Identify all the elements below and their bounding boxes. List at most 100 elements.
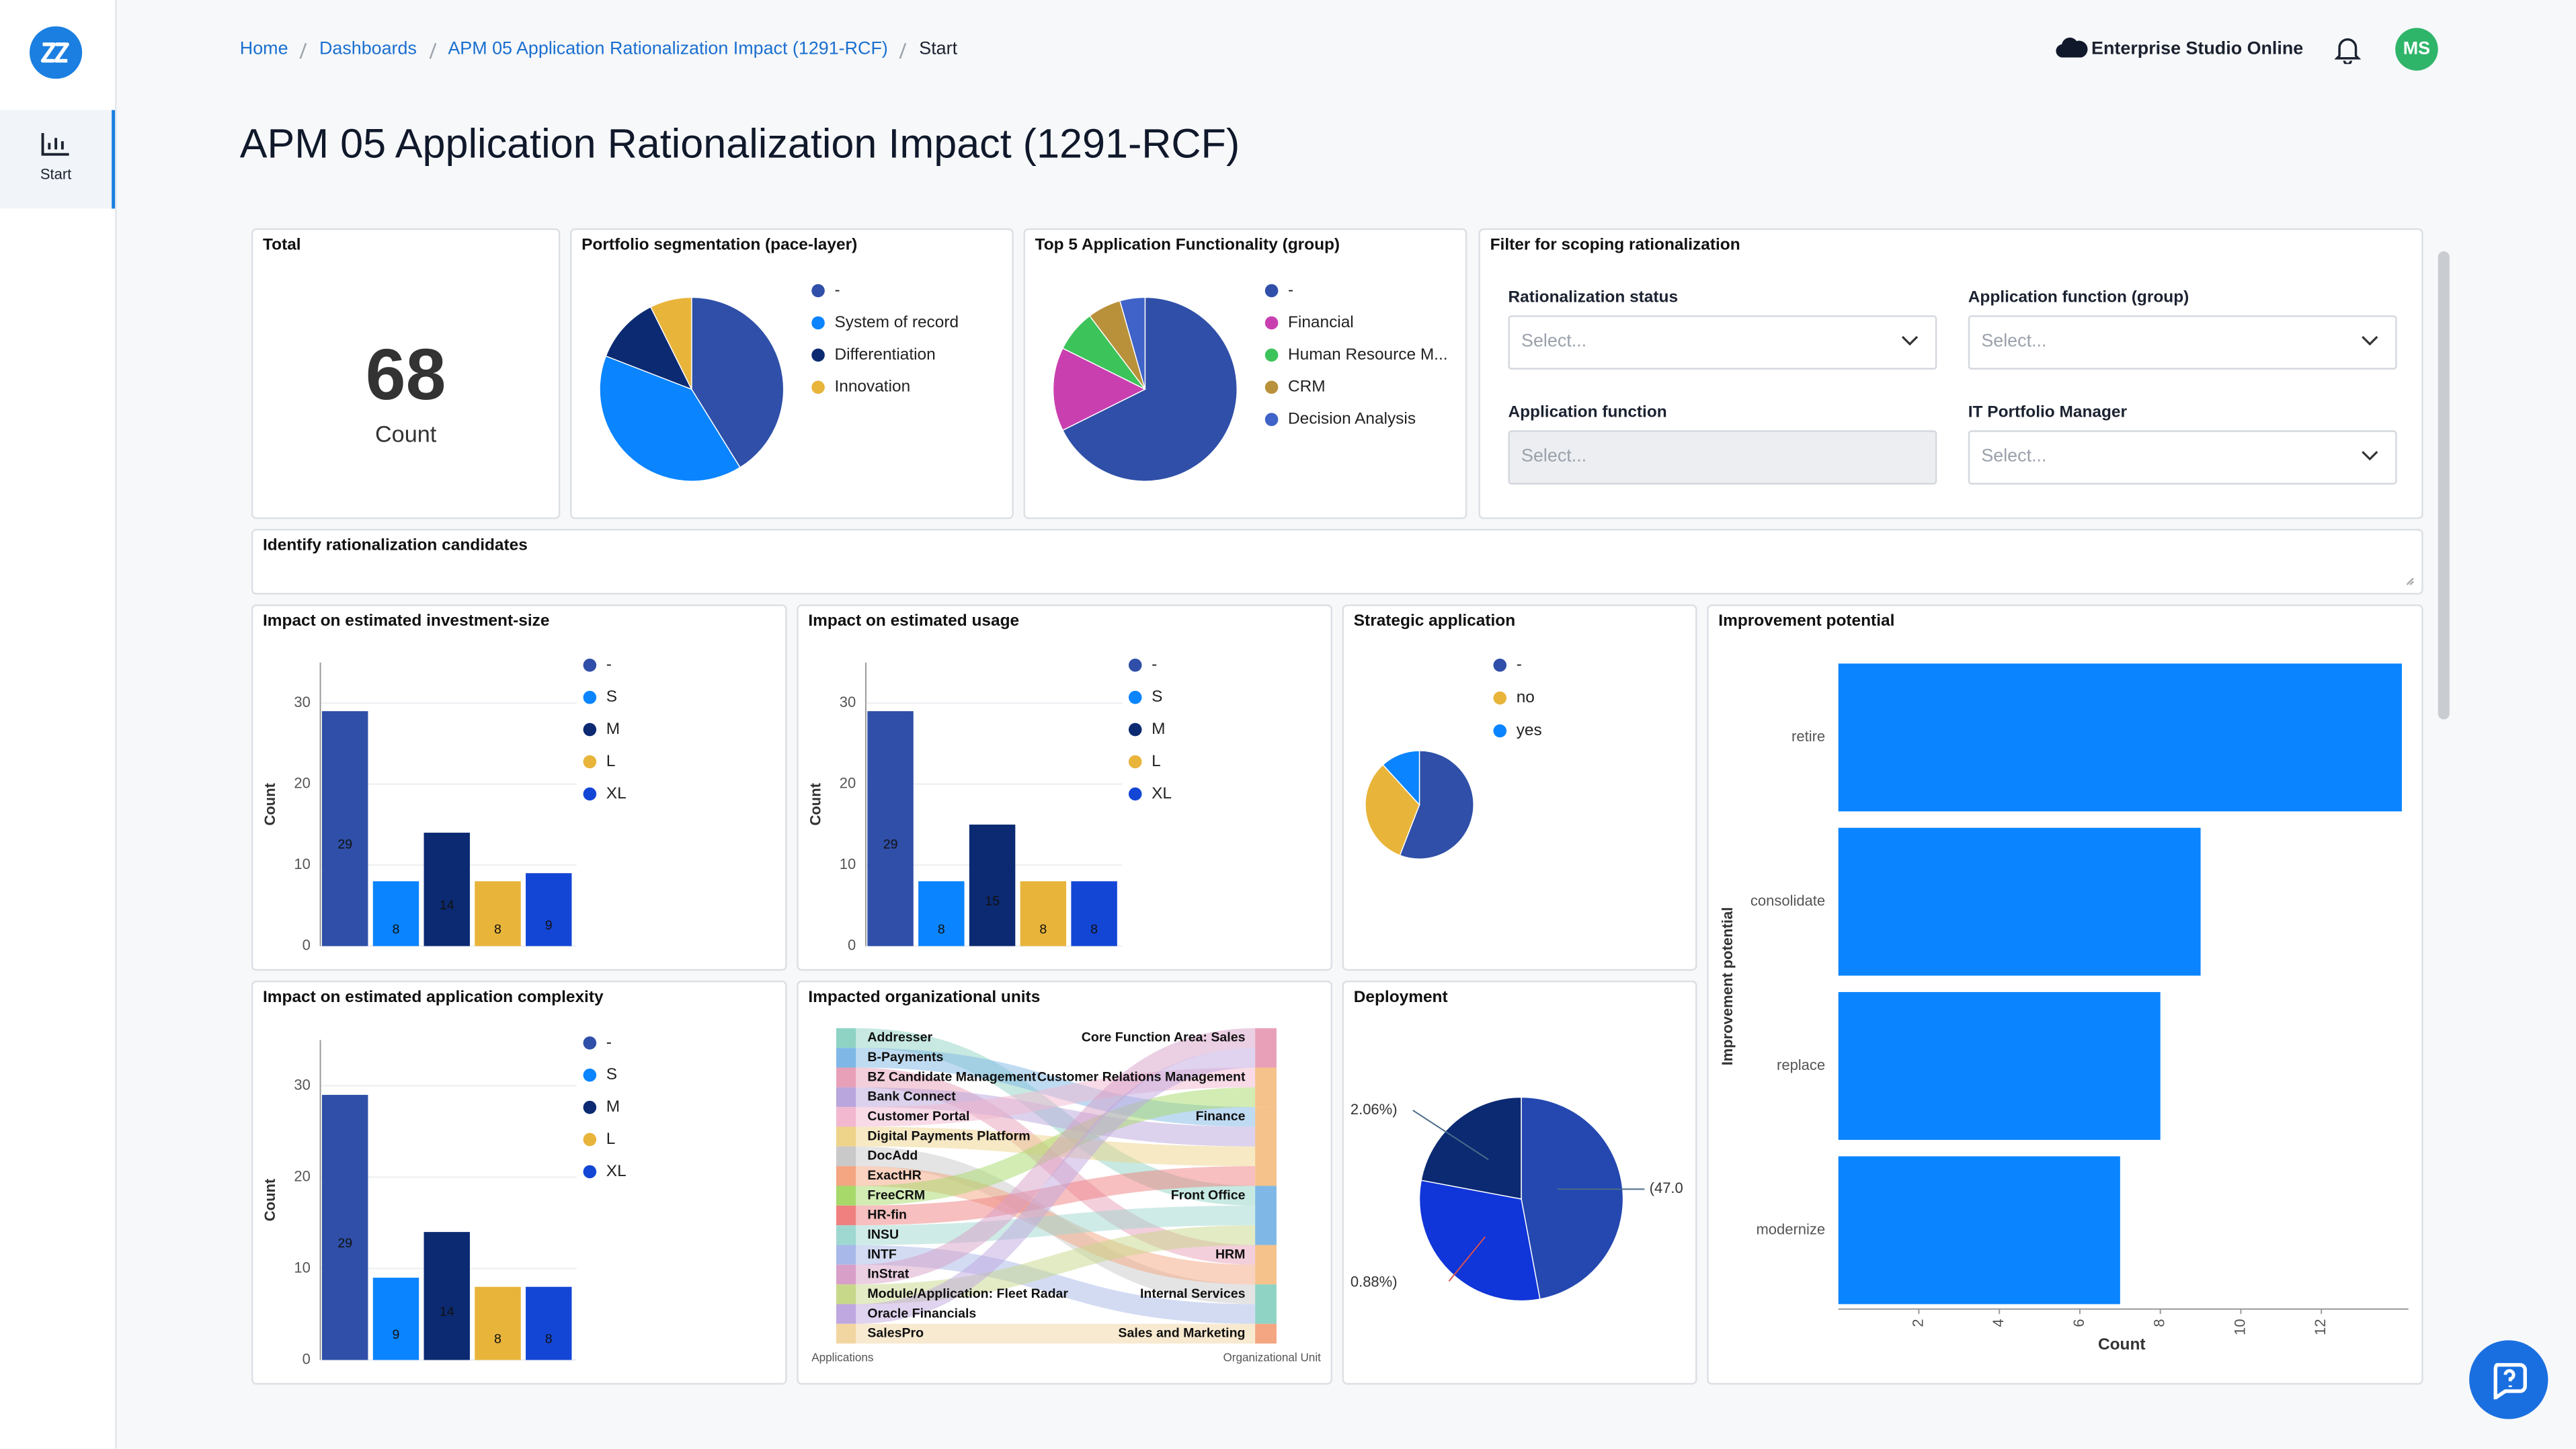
breadcrumb-link[interactable]: APM 05 Application Rationalization Impac… [448,39,888,59]
bar [1071,881,1117,946]
chevron [2362,335,2378,346]
field-label: IT Portfolio Manager [1968,404,2128,423]
nav-item[interactable]: Start [0,110,116,209]
legend-label: no [1517,688,1535,706]
bar [372,1278,419,1360]
field-label: Application function (group) [1968,289,2189,308]
legend-label: L [606,1130,616,1148]
bar [424,832,470,946]
bar-value-label: 8 [1090,922,1098,937]
sankey-node [836,1048,856,1068]
scrollbar[interactable] [2438,251,2450,720]
y-tick-label: 10 [294,1259,310,1276]
pie-chart: - System of record Differentiation Innovati… [599,281,959,482]
legend-swatch [1493,691,1507,705]
legend-label: XL [606,1162,627,1180]
y-tick-label: modernize [1756,1220,1825,1237]
breadcrumb-link[interactable]: Home [239,39,288,59]
legend-swatch [583,658,597,672]
legend-swatch [811,284,825,298]
legend-label: S [1152,688,1162,706]
bar [1838,827,2201,976]
pie-slice [691,296,784,468]
y-tick-label: 20 [294,1167,310,1184]
legend-label: - [606,655,612,673]
sankey-node [836,1087,856,1108]
breadcrumb-current: Start [919,39,958,59]
node-label: HR-fin [867,1208,907,1223]
legend-swatch [1264,413,1279,426]
resize-handle[interactable] [2407,578,2415,586]
legend-label: Financial [1288,313,1354,331]
y-tick-label: 30 [294,694,310,710]
leader-line [1448,1236,1486,1282]
widget: Portfolio segmentation (pace-layer) - Sys… [570,228,1014,520]
workspace-name[interactable]: Enterprise Studio Online [2091,39,2304,59]
select-placeholder: Select... [1521,331,1587,351]
pie-slice [1521,1096,1624,1300]
legend-label: - [834,281,840,299]
pie-slice [1119,296,1146,390]
bar [1838,992,2161,1141]
pie-slice [1052,347,1147,431]
legend-label: System of record [834,313,959,331]
select[interactable]: Select... [1968,315,2397,370]
bar-chart: 0 10 20 30 29 - 8 S 15 M 8 L 8 XL Count [807,655,1172,953]
widget: Filter for scoping rationalization Ratio… [1478,228,2423,520]
bar [424,1232,470,1360]
logo[interactable] [29,26,83,79]
y-tick-label: 30 [294,1076,310,1093]
slice-label: 2.06%) [1351,1101,1398,1118]
node-label: Core Function Area: Sales [1082,1030,1246,1045]
notifications[interactable] [2334,36,2361,65]
legend-swatch [583,1132,597,1147]
leader-line [1412,1110,1489,1161]
bar-value-label: 14 [440,898,454,913]
bar-value-label: 29 [337,837,352,852]
x-tick-label: 2 [1909,1319,1926,1327]
slice-label: 0.88%) [1351,1273,1398,1290]
legend-swatch [1264,348,1279,362]
bar-chart: retire consolidate replace modernize 2 4 6 8 10 1… [1719,663,2409,1354]
bar-value-label: 9 [393,1327,400,1342]
avatar[interactable]: MS [2395,28,2438,71]
bar [526,873,572,946]
breadcrumb-link[interactable]: Dashboards [319,39,417,59]
widget-title: Strategic application [1353,612,1516,631]
widget-title: Filter for scoping rationalization [1490,236,1740,255]
node-label: InStrat [867,1267,909,1282]
widget: Impact on estimated investment-size 0 10 2… [251,604,787,971]
legend-label: S [606,1065,617,1083]
node-label: Addresser [867,1030,932,1045]
widget: Strategic application - no yes [1342,604,1697,971]
select[interactable]: Select... [1968,430,2397,485]
y-tick-label: 10 [294,856,310,872]
legend-swatch [811,348,825,362]
sankey-node [836,1028,856,1048]
sankey-chart: Addresser B-Payments BZ Candidate Manageme… [811,1028,1321,1364]
pie-slice [599,355,741,482]
bar-value-label: 8 [1039,922,1047,937]
sankey-node [836,1146,856,1167]
legend-swatch [1493,724,1507,738]
y-tick-label: 0 [303,1350,311,1367]
bar [372,881,419,946]
sankey-node [1255,1323,1277,1344]
node-label: Module/Application: Fleet Radar [867,1286,1068,1301]
sankey-node [836,1323,856,1344]
legend-swatch [1128,690,1142,704]
axis-title: Applications [811,1352,873,1364]
node-label: Bank Connect [867,1089,956,1104]
node-label: INSU [867,1227,899,1242]
sankey-node [1255,1028,1277,1068]
y-tick-label: 0 [303,936,311,953]
legend-swatch [1128,787,1142,801]
help-chat-button[interactable] [2469,1340,2548,1419]
select[interactable]: Select... [1508,315,1937,370]
y-tick-label: 0 [848,936,856,953]
x-tick-label: 10 [2231,1319,2248,1335]
x-tick-label: 6 [2070,1319,2087,1327]
bar-value-label: 29 [883,837,898,852]
sankey-node [836,1304,856,1324]
